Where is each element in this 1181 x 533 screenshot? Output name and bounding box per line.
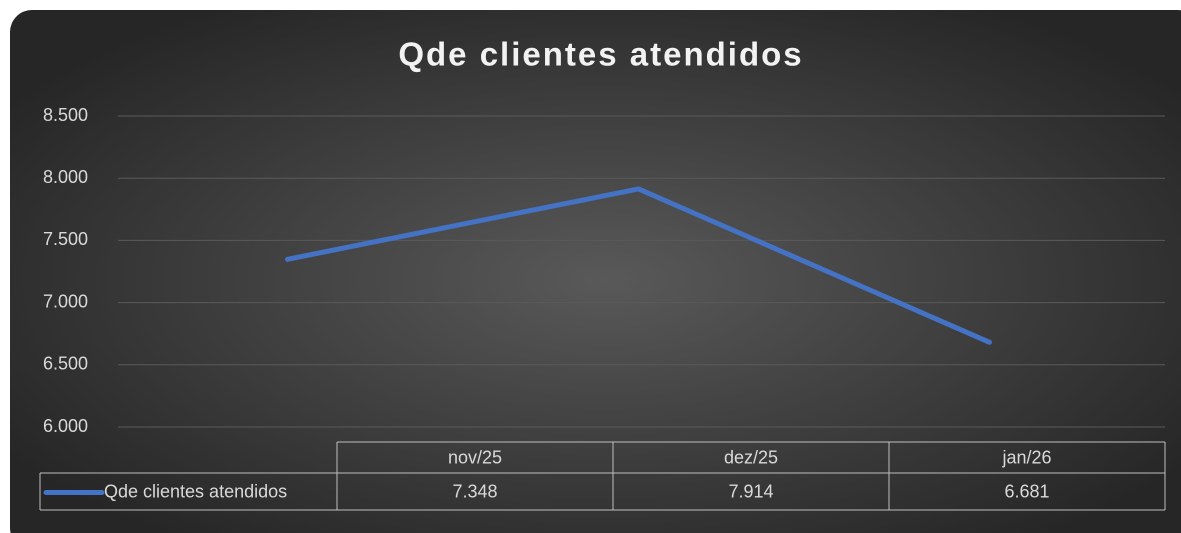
y-tick-label: 7.000 bbox=[43, 291, 88, 311]
chart-background bbox=[10, 10, 1181, 533]
data-label: 6.681 bbox=[1004, 481, 1049, 501]
data-label: 7.914 bbox=[728, 481, 773, 501]
x-tick-label: jan/26 bbox=[1001, 447, 1051, 467]
data-label: 7.348 bbox=[452, 481, 497, 501]
chart-title: Qde clientes atendidos bbox=[398, 36, 803, 73]
x-tick-label: dez/25 bbox=[724, 447, 778, 467]
y-tick-label: 6.500 bbox=[43, 354, 88, 374]
y-tick-label: 8.500 bbox=[43, 105, 88, 125]
y-tick-label: 8.000 bbox=[43, 167, 88, 187]
data-line bbox=[285, 186, 992, 345]
y-tick-label: 7.500 bbox=[43, 229, 88, 249]
y-tick-label: 6.000 bbox=[43, 416, 88, 436]
x-tick-label: nov/25 bbox=[448, 447, 502, 467]
legend-label: Qde clientes atendidos bbox=[104, 481, 287, 501]
